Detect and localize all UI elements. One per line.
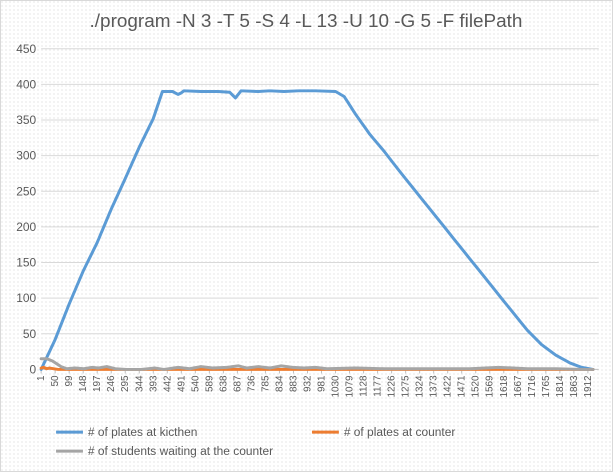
x-tick-label: 1422 (443, 375, 454, 398)
x-tick-label: 246 (106, 375, 117, 392)
x-tick-label: 1275 (401, 375, 412, 398)
x-tick-label: 1324 (415, 375, 426, 398)
x-tick-label: 638 (218, 375, 229, 392)
x-tick-label: 1814 (555, 375, 566, 398)
x-tick-label: 50 (50, 375, 61, 387)
y-tick-label: 200 (16, 220, 36, 234)
y-tick-label: 50 (23, 327, 37, 341)
x-tick-label: 1716 (527, 375, 538, 398)
x-tick-label: 1128 (359, 375, 370, 397)
x-tick-label: 736 (246, 375, 257, 392)
legend-label: # of students waiting at the counter (88, 444, 273, 458)
x-tick-label: 1569 (485, 375, 496, 398)
x-tick-label: 197 (92, 375, 103, 392)
x-tick-label: 1863 (569, 375, 580, 398)
x-tick-label: 1471 (457, 375, 468, 398)
x-tick-label: 491 (176, 375, 187, 392)
y-axis-ticks: 0 50 100 150 200 250 300 350 400 450 (16, 42, 36, 377)
x-tick-label: 687 (232, 375, 243, 392)
x-tick-label: 295 (120, 375, 131, 392)
y-tick-label: 250 (16, 184, 36, 198)
x-tick-label: 1618 (499, 375, 510, 398)
x-tick-label: 344 (134, 375, 145, 392)
x-tick-label: 1030 (331, 375, 342, 398)
x-tick-label: 442 (162, 375, 173, 392)
x-tick-label: 1177 (373, 375, 384, 397)
x-tick-label: 1765 (541, 375, 552, 398)
x-tick-label: 981 (317, 375, 328, 392)
x-axis-ticks: 1 50 99 148 197 246 295 344 393 442 491 540 589 638 68… (36, 369, 594, 398)
x-tick-label: 785 (260, 375, 271, 392)
y-tick-label: 450 (16, 42, 36, 56)
y-tick-label: 300 (16, 149, 36, 163)
x-tick-label: 1912 (583, 375, 594, 398)
series-lines (39, 89, 595, 371)
y-tick-label: 400 (16, 77, 36, 91)
series-line-0 (39, 89, 595, 371)
series-line-2 (39, 357, 595, 371)
y-tick-label: 150 (16, 256, 36, 270)
x-tick-label: 1373 (429, 375, 440, 398)
x-tick-label: 1226 (387, 375, 398, 398)
x-tick-label: 1079 (345, 375, 356, 398)
y-tick-label: 350 (16, 113, 36, 127)
x-tick-label: 1520 (471, 375, 482, 398)
x-tick-label: 932 (302, 375, 313, 392)
x-tick-label: 148 (78, 375, 89, 392)
x-tick-label: 393 (148, 375, 159, 392)
x-tick-label: 589 (204, 375, 215, 392)
x-tick-label: 1 (36, 375, 47, 381)
x-tick-label: 834 (274, 375, 285, 392)
x-tick-label: 99 (64, 375, 75, 387)
legend-label: # of plates at counter (344, 425, 456, 439)
x-tick-label: 883 (288, 375, 299, 392)
y-tick-label: 0 (30, 362, 37, 376)
x-tick-label: 540 (190, 375, 201, 392)
x-tick-label: 1667 (513, 375, 524, 398)
legend: # of plates at kicthen # of plates at cou… (56, 425, 455, 458)
chart-title: ./program -N 3 -T 5 -S 4 -L 13 -U 10 -G … (90, 11, 523, 32)
y-tick-label: 100 (16, 291, 36, 305)
legend-label: # of plates at kicthen (88, 425, 197, 439)
